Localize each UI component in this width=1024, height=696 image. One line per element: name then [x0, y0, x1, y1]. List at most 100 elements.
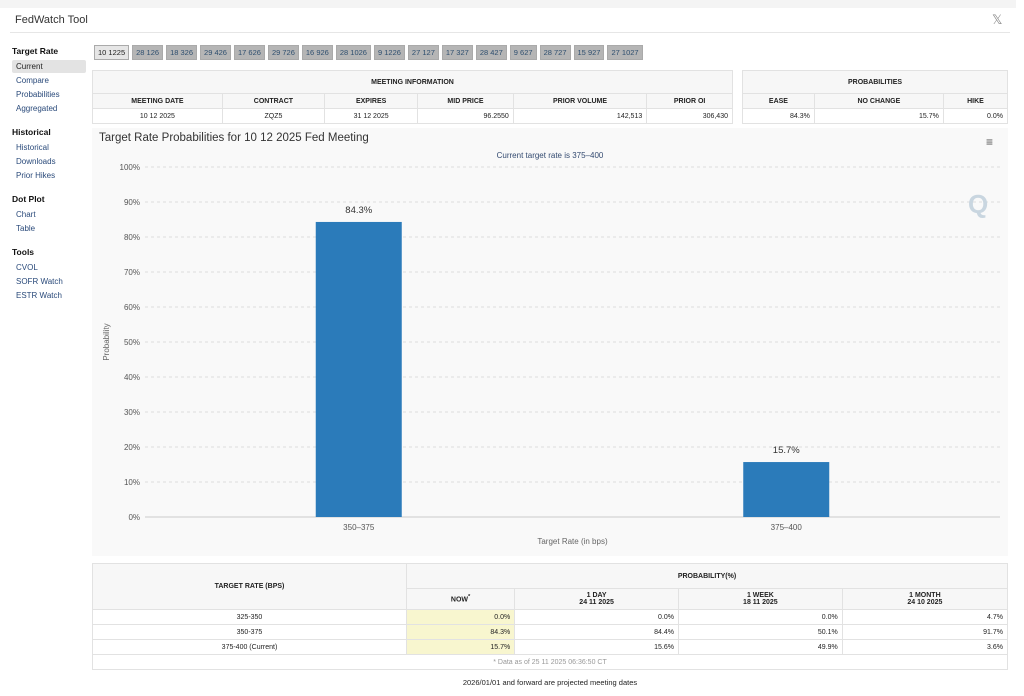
period-label: 1 WEEK: [746, 592, 774, 600]
probability-header: PROBABILITY(%): [406, 562, 1008, 590]
y-tick-label: 20%: [124, 443, 140, 452]
table-cell: 91.7%: [841, 624, 1009, 640]
sidebar-group: Dot Plot Chart Table: [12, 194, 86, 235]
table-cell: PRIOR VOLUME: [512, 93, 648, 109]
table-cell: 50.1%: [678, 624, 843, 640]
x-axis-label: Target Rate (in bps): [537, 537, 608, 546]
sidebar-group: Historical Historical Downloads Prior Hikes: [12, 127, 86, 182]
y-tick-label: 60%: [124, 303, 140, 312]
y-tick-label: 40%: [124, 373, 140, 382]
sidebar-item-current[interactable]: Current: [12, 60, 86, 73]
period-label: NOW: [450, 596, 469, 604]
chart-panel: Target Rate Probabilities for 10 12 2025…: [92, 128, 1008, 556]
table-cell: 142,513: [512, 108, 648, 124]
meeting-tab[interactable]: 17 327: [441, 45, 473, 60]
table-cell: NO CHANGE: [813, 93, 944, 109]
table-cell: 4.7%: [841, 609, 1009, 625]
meeting-tab[interactable]: 28 126: [132, 45, 164, 60]
sidebar-item-chart[interactable]: Chart: [16, 210, 36, 219]
target-rate-header: TARGET RATE (BPS): [92, 563, 407, 610]
chart-title: Target Rate Probabilities for 10 12 2025…: [99, 132, 369, 144]
meeting-tab[interactable]: 16 926: [301, 45, 333, 60]
meeting-tab[interactable]: 9 627: [509, 45, 537, 60]
meeting-tab[interactable]: 18 326: [166, 45, 198, 60]
y-tick-label: 0%: [128, 513, 140, 522]
table-cell: PRIOR OI: [646, 93, 733, 109]
table-cell: 49.9%: [678, 639, 843, 655]
data-footnote: * Data as of 25 11 2025 06:36:50 CT: [92, 654, 1008, 670]
period-label: 1 MONTH: [909, 592, 941, 600]
table-row: 375-400 (Current) 15.7% 15.6% 49.9% 3.6%: [92, 639, 1009, 655]
meeting-tab[interactable]: 29 426: [200, 45, 231, 60]
table-cell: 15.6%: [514, 639, 679, 655]
sidebar-item-estr-watch[interactable]: ESTR Watch: [16, 291, 62, 300]
divider: [10, 32, 1010, 33]
meeting-tabs: 10 1225 28 126 18 326 29 426 17 626 29 726 16 …: [94, 45, 643, 60]
y-tick-label: 90%: [124, 198, 140, 207]
bar[interactable]: [743, 462, 830, 517]
table-cell: 325-350: [92, 609, 407, 625]
table-cell: 306,430: [646, 108, 733, 124]
y-tick-label: 70%: [124, 268, 140, 277]
asterisk: *: [468, 594, 471, 601]
period-header: 1 MONTH 24 10 2025: [841, 588, 1009, 610]
period-date: 24 10 2025: [907, 599, 943, 607]
period-date: 18 11 2025: [743, 599, 778, 607]
meeting-tab[interactable]: 28 427: [475, 45, 507, 60]
y-tick-label: 30%: [124, 408, 140, 417]
table-cell: 84.3%: [405, 624, 516, 640]
table-cell: 350-375: [92, 624, 407, 640]
chart-subtitle: Current target rate is 375–400: [496, 151, 604, 160]
x-share-icon[interactable]: 𝕏: [992, 12, 1003, 27]
meeting-tab[interactable]: 27 127: [407, 45, 439, 60]
period-label: 1 DAY: [586, 592, 607, 600]
table-cell: 0.0%: [514, 609, 679, 625]
table-cell: 84.3%: [742, 108, 815, 124]
sidebar: Target Rate Current Compare Probabilities Ag…: [12, 46, 86, 314]
x-tick-label: 375–400: [771, 523, 803, 532]
meeting-tab[interactable]: 27 1027: [607, 45, 643, 60]
bar-chart: 0% 10% 20% 30% 40% 50% 60% 70% 80% 90% 100% 84.3% 35…: [102, 163, 1000, 546]
table-cell: 0.0%: [678, 609, 843, 625]
sidebar-item-cvol[interactable]: CVOL: [16, 263, 38, 272]
meeting-info-table: MEETING INFORMATION MEETING DATE CONTRACT…: [92, 70, 733, 124]
projection-note: 2026/01/01 and forward are projected mee…: [462, 678, 638, 687]
sidebar-item-prior-hikes[interactable]: Prior Hikes: [16, 171, 56, 180]
table-row: 325-350 0.0% 0.0% 0.0% 4.7%: [92, 609, 1009, 625]
sidebar-item-sofr-watch[interactable]: SOFR Watch: [16, 277, 63, 286]
sidebar-item-compare[interactable]: Compare: [16, 76, 49, 85]
probabilities-table: PROBABILITIES EASE NO CHANGE HIKE 84.3% 15.7…: [742, 70, 1009, 124]
sidebar-heading: Target Rate: [12, 46, 59, 56]
probability-table: TARGET RATE (BPS) PROBABILITY(%) NOW* 1 D…: [92, 562, 1009, 670]
sidebar-item-table[interactable]: Table: [16, 224, 36, 233]
sidebar-heading: Tools: [12, 247, 35, 257]
table-cell: 0.0%: [942, 108, 1009, 124]
y-tick-label: 100%: [120, 163, 140, 172]
chart-menu-icon[interactable]: ≡: [986, 135, 994, 149]
period-header: NOW*: [405, 588, 516, 610]
y-tick-label: 50%: [124, 338, 140, 347]
sidebar-heading: Dot Plot: [12, 194, 45, 204]
period-date: 24 11 2025: [579, 599, 614, 607]
meeting-tab[interactable]: 17 626: [233, 45, 265, 60]
table-cell: 96.2550: [417, 108, 514, 124]
meeting-tab[interactable]: 28 1026: [335, 45, 371, 60]
table-cell: 10 12 2025: [92, 108, 223, 124]
y-tick-label: 80%: [124, 233, 140, 242]
meeting-tab[interactable]: 28 727: [539, 45, 571, 60]
meeting-tab[interactable]: 9 1226: [373, 45, 405, 60]
meeting-tab[interactable]: 10 1225: [94, 45, 130, 60]
table-cell: HIKE: [942, 93, 1009, 109]
table-cell: ZQZ5: [221, 108, 326, 124]
period-header: 1 WEEK 18 11 2025: [678, 588, 843, 610]
y-axis-label: Probability: [102, 323, 111, 360]
meeting-tab[interactable]: 15 927: [573, 45, 605, 60]
sidebar-item-probabilities[interactable]: Probabilities: [16, 90, 60, 99]
bar[interactable]: [315, 221, 402, 517]
sidebar-item-historical[interactable]: Historical: [16, 143, 49, 152]
x-tick-label: 350–375: [343, 523, 375, 532]
sidebar-group: Tools CVOL SOFR Watch ESTR Watch: [12, 247, 86, 302]
sidebar-item-aggregated[interactable]: Aggregated: [16, 104, 58, 113]
sidebar-item-downloads[interactable]: Downloads: [16, 157, 56, 166]
meeting-tab[interactable]: 29 726: [267, 45, 299, 60]
